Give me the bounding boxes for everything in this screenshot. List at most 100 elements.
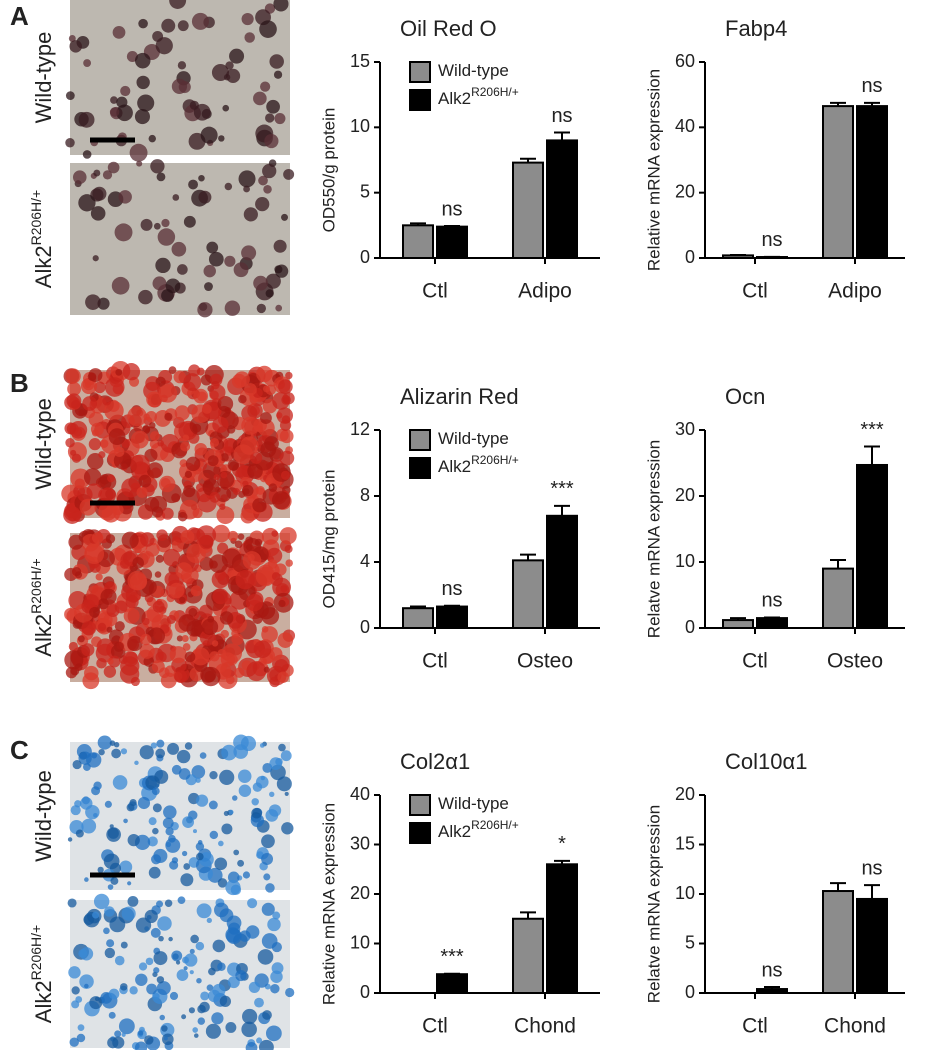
micrograph-cell — [81, 818, 97, 834]
micrograph-cell — [143, 656, 155, 667]
y-tick-label: 40 — [675, 116, 695, 136]
y-tick-label: 0 — [685, 617, 695, 637]
micrograph-cell — [261, 625, 269, 633]
micrograph-cell — [233, 849, 240, 856]
micrograph-cell — [219, 995, 232, 1008]
significance-label: ns — [761, 229, 782, 251]
error-bar — [410, 605, 426, 609]
micrograph-cell — [129, 572, 148, 591]
micrograph-cell — [237, 859, 245, 867]
micrograph-cell — [75, 996, 83, 1003]
micrograph-cell — [267, 917, 281, 932]
micrograph-cell — [114, 446, 125, 458]
micrograph-cell — [263, 873, 271, 881]
y-axis-label: OD550/g protein — [319, 108, 338, 233]
micrograph-cell — [152, 803, 162, 813]
micrograph-cell — [248, 981, 261, 994]
legend-name: Wild-type — [438, 794, 509, 813]
significance-label: ns — [761, 959, 782, 981]
micrograph-cell — [185, 456, 201, 472]
micrograph-cell — [195, 941, 205, 951]
micrograph-cell — [104, 947, 116, 959]
micrograph-cell — [279, 419, 292, 431]
micrograph-cell — [232, 488, 240, 496]
micrograph-cell — [197, 1017, 206, 1025]
micrograph-cell — [237, 769, 252, 784]
chart-title: Oil Red O — [400, 16, 497, 41]
micrograph-cell — [119, 860, 133, 874]
bar — [512, 161, 544, 259]
micrograph-cell — [171, 493, 181, 503]
error-bar — [520, 553, 536, 561]
micrograph-cell — [231, 633, 244, 646]
micrograph-cell — [177, 896, 186, 905]
row-label: Wild-type — [31, 32, 56, 124]
micrograph-cell — [97, 622, 107, 632]
micrograph-cell — [113, 742, 120, 748]
micrograph-cell — [150, 927, 161, 938]
bar — [546, 514, 578, 629]
micrograph-cell — [102, 170, 113, 180]
micrograph-cell — [245, 1042, 258, 1050]
micrograph-cell — [147, 836, 158, 847]
micrograph-cell — [268, 483, 278, 492]
error-bar — [764, 616, 780, 619]
error-bar — [410, 222, 426, 226]
micrograph-cell — [201, 666, 221, 687]
micrograph-cell — [241, 245, 257, 261]
micrograph-cell — [200, 991, 210, 1001]
micrograph-cell — [158, 384, 178, 403]
bar — [512, 559, 544, 629]
micrograph-cell — [269, 791, 275, 797]
micrograph-cell — [261, 933, 278, 949]
micrograph-cell — [145, 410, 158, 423]
micrograph-cell — [156, 529, 168, 541]
micrograph-cell — [112, 775, 128, 790]
micrograph-cell — [138, 18, 148, 29]
micrograph-cell — [222, 104, 230, 112]
micrograph-cell — [281, 213, 288, 221]
micrograph-cell — [211, 1012, 224, 1025]
micrograph-cell — [209, 651, 220, 662]
micrograph-cell — [192, 1027, 199, 1033]
micrograph-cell — [223, 810, 229, 816]
micrograph-cell — [253, 640, 272, 659]
error-bar — [520, 911, 536, 919]
micrograph-cell — [151, 660, 165, 673]
x-tick-label: Chond — [514, 1015, 576, 1038]
micrograph-cell — [144, 909, 158, 924]
micrograph-cell — [123, 607, 140, 624]
micrograph-cell — [136, 486, 148, 498]
bar — [822, 890, 854, 995]
micrograph-cell — [278, 743, 286, 752]
micrograph-cell — [260, 441, 277, 458]
micrograph-cell — [197, 302, 213, 318]
micrograph-cell — [136, 160, 143, 167]
error-bar — [830, 559, 846, 569]
micrograph-cell — [261, 834, 275, 849]
micrograph-cell — [92, 255, 99, 262]
bar — [436, 225, 468, 259]
micrograph-cell — [196, 852, 204, 861]
row-label-main: Alk2 — [31, 245, 56, 288]
micrograph-cell — [135, 973, 148, 986]
micrograph-cell — [178, 614, 196, 632]
micrograph-cell — [98, 502, 117, 521]
y-tick-label: 20 — [675, 181, 695, 201]
micrograph-cell — [206, 984, 214, 992]
micrograph-cell — [225, 68, 241, 83]
y-tick-label: 10 — [350, 932, 370, 952]
micrograph-cell — [177, 264, 188, 275]
micrograph-cell — [148, 134, 156, 143]
micrograph-cell — [71, 567, 82, 577]
micrograph-cell — [276, 776, 292, 792]
micrograph-cell — [196, 367, 205, 376]
micrograph-cell — [95, 643, 115, 663]
micrograph-cell — [72, 760, 82, 770]
micrograph-cell — [72, 170, 87, 184]
panel-letter: B — [10, 368, 29, 398]
micrograph-cell — [275, 304, 283, 312]
micrograph-cell — [183, 373, 202, 391]
y-tick-label: 15 — [350, 51, 370, 71]
micrograph-cell — [82, 396, 98, 411]
